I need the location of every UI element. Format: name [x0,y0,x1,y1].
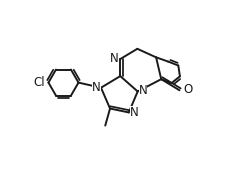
Text: N: N [130,106,138,119]
Text: Cl: Cl [34,76,45,89]
Text: N: N [139,84,147,97]
Text: N: N [110,52,119,65]
Text: O: O [183,83,192,96]
Text: N: N [92,80,101,94]
